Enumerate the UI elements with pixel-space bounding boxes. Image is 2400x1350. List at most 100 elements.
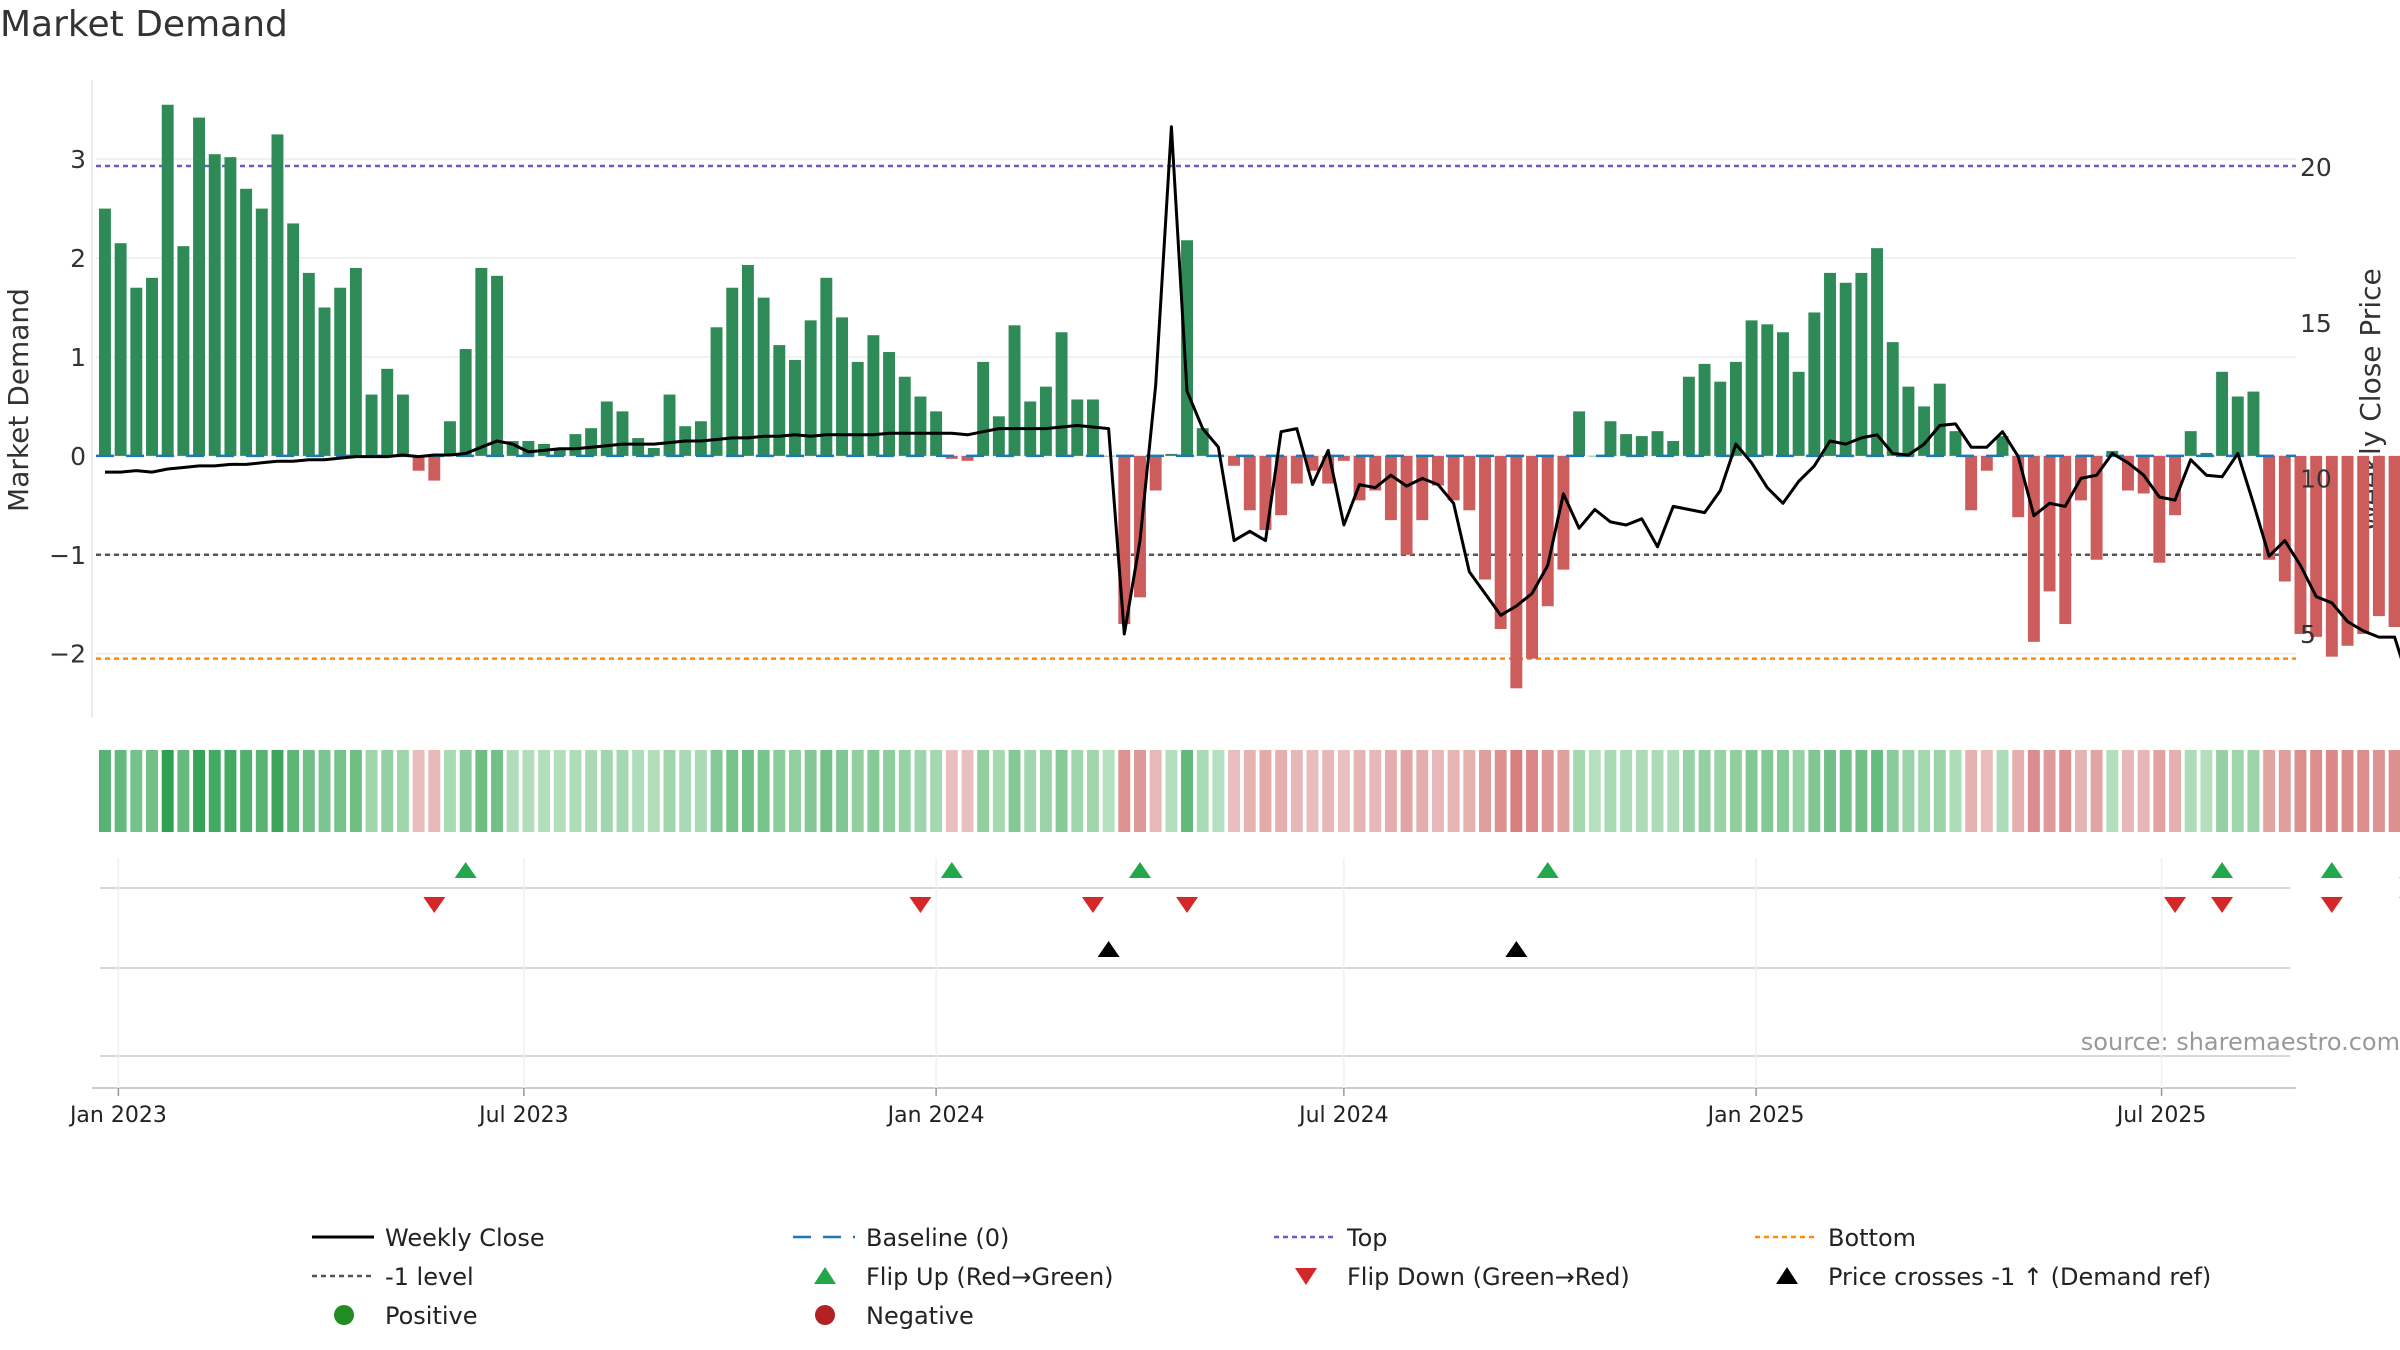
heat-cell (412, 750, 425, 832)
heat-cell (694, 750, 707, 832)
flip-down-marker (1081, 897, 1104, 913)
demand-bar (569, 434, 582, 456)
heat-cell (459, 750, 472, 832)
weekly-close-line (105, 125, 2400, 660)
heat-cell (1431, 750, 1444, 832)
demand-bar (1055, 332, 1068, 456)
heat-cell (867, 750, 880, 832)
demand-bar (318, 307, 331, 456)
y-tick-label: 1 (70, 343, 86, 372)
heat-cell (820, 750, 833, 832)
demand-bar (1290, 455, 1303, 484)
demand-bar (1620, 434, 1633, 456)
demand-bar (1871, 248, 1884, 456)
heat-cell (836, 750, 848, 832)
demand-bar (2012, 455, 2025, 518)
demand-bar (600, 401, 613, 456)
heat-cell (1604, 750, 1617, 832)
heat-cell (2310, 750, 2323, 832)
demand-bar (365, 394, 378, 456)
heat-cell (663, 750, 676, 832)
demand-bar (2200, 452, 2213, 456)
legend-label: -1 level (385, 1263, 474, 1291)
heat-cell (1212, 750, 1225, 832)
demand-bar (1541, 455, 1554, 607)
heat-cell (2341, 750, 2354, 832)
y2-tick-labels: 5 10 15 20 (2300, 153, 2332, 649)
heat-cell (1557, 750, 1570, 832)
demand-bar (2122, 455, 2134, 491)
heat-cell (271, 750, 284, 832)
heat-cell (1353, 750, 1366, 832)
demand-bar (741, 264, 754, 456)
heat-cell (1118, 750, 1131, 832)
weekly-close-line-group (105, 125, 2400, 660)
demand-bar (1400, 455, 1413, 555)
heat-cell (1447, 750, 1460, 832)
demand-bar (1463, 455, 1476, 511)
heat-cell (616, 750, 629, 832)
demand-bar (1259, 455, 1272, 531)
demand-bar (1980, 455, 1993, 471)
demand-bar (663, 394, 676, 456)
y2-tick-label: 10 (2300, 464, 2332, 493)
heat-cell (585, 750, 598, 832)
heat-cell (240, 750, 253, 832)
demand-bar (1384, 455, 1397, 521)
heat-cell (2372, 750, 2385, 832)
demand-bar (977, 361, 990, 456)
heat-cell (365, 750, 378, 832)
demand-bar (475, 267, 488, 456)
demand-bar (1667, 441, 1680, 456)
demand-bar (898, 376, 911, 456)
heat-cell (1196, 750, 1209, 832)
heat-cell (2074, 750, 2087, 832)
demand-bar (1008, 325, 1021, 456)
demand-bar (2231, 396, 2244, 456)
heat-cell (2216, 750, 2229, 832)
heat-cell (1792, 750, 1805, 832)
demand-bar (1902, 386, 1915, 456)
heat-cell (1149, 750, 1162, 832)
x-tick-label: Jan 2024 (886, 1103, 985, 1128)
heat-cell (2231, 750, 2244, 832)
demand-bar (302, 272, 315, 456)
heat-cell (475, 750, 488, 832)
heat-cell (1980, 750, 1993, 832)
legend-swatch-flip-down (1295, 1268, 1317, 1285)
demand-bar (2059, 455, 2072, 625)
heat-cell (1588, 750, 1601, 832)
heat-cell (1039, 750, 1052, 832)
x-tick-label: Jul 2023 (477, 1103, 569, 1128)
heat-cell (1275, 750, 1288, 832)
heat-cell (1541, 750, 1554, 832)
heat-cell (883, 750, 896, 832)
heat-cell (146, 750, 158, 832)
flip-down-marker (423, 897, 446, 913)
demand-bar (2372, 455, 2385, 617)
heat-cell (1777, 750, 1789, 832)
heat-cell (1322, 750, 1335, 832)
heat-cell (302, 750, 315, 832)
heat-cell (1886, 750, 1899, 832)
demand-bar (1510, 455, 1523, 689)
y2-tick-label: 15 (2300, 309, 2332, 338)
demand-bar (820, 277, 833, 456)
demand-bar (1682, 376, 1695, 456)
heat-cell (898, 750, 911, 832)
legend-label: Weekly Close (385, 1224, 545, 1252)
demand-bar (2247, 391, 2260, 456)
reference-levels (96, 164, 2296, 660)
demand-bar (2043, 455, 2056, 592)
demand-bar (444, 421, 456, 456)
demand-bar (2027, 455, 2040, 642)
legend-swatch-cross (1776, 1267, 1798, 1284)
flip-up-marker (1536, 862, 1559, 878)
heat-cell (428, 750, 441, 832)
heat-cell (961, 750, 974, 832)
y2-tick-label: 20 (2300, 153, 2332, 182)
legend-label: Positive (385, 1302, 478, 1330)
flip-up-marker (2211, 862, 2234, 878)
demand-bar (1635, 436, 1648, 456)
